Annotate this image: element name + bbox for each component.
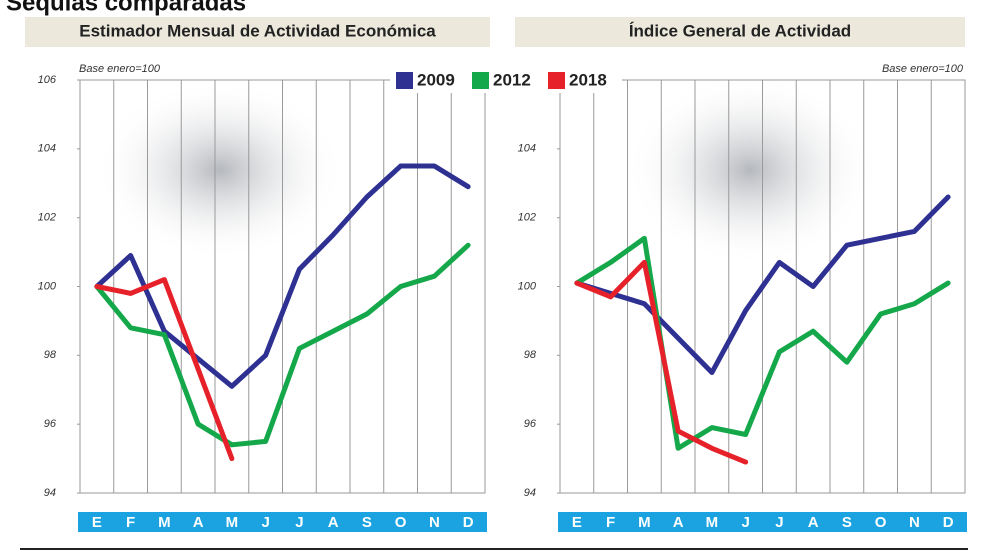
series-line — [94, 163, 471, 389]
x-tick-label: A — [808, 514, 819, 531]
series-line — [574, 194, 951, 376]
series-line — [94, 242, 471, 448]
series-line — [574, 259, 749, 465]
x-tick-label: J — [741, 514, 749, 531]
legend-swatch — [472, 72, 489, 89]
header-bar — [25, 17, 490, 47]
x-tick-label: N — [909, 514, 920, 531]
x-tick-label: N — [429, 514, 440, 531]
x-tick-label: J — [775, 514, 783, 531]
charts: Estimador Mensual de Actividad Económica… — [25, 17, 967, 532]
x-tick-label: O — [875, 514, 887, 531]
x-tick-label: J — [295, 514, 303, 531]
photo — [95, 80, 345, 260]
x-tick-label: A — [673, 514, 684, 531]
series-line — [574, 235, 951, 451]
y-tick-label: 94 — [44, 487, 56, 499]
y-tick-label: 100 — [518, 280, 537, 292]
legend: 2009 2012 2018 — [390, 67, 622, 93]
x-tick-label: M — [226, 514, 239, 531]
x-tick-label: M — [158, 514, 171, 531]
x-tick-label: S — [842, 514, 852, 531]
page-title: Sequías comparadas — [6, 0, 246, 16]
x-tick-label: M — [706, 514, 719, 531]
legend-box — [390, 67, 622, 93]
x-tick-label: D — [943, 514, 954, 531]
x-tick-label: O — [395, 514, 407, 531]
month-bar — [78, 512, 487, 532]
x-tick-label: F — [126, 514, 135, 531]
legend-label: 2018 — [569, 70, 607, 89]
x-tick-label: A — [193, 514, 204, 531]
y-tick-label: 98 — [44, 349, 57, 361]
y-tick-label: 102 — [518, 212, 536, 224]
chart-subtitle: Base enero=100 — [79, 63, 161, 75]
x-tick-label: J — [261, 514, 269, 531]
legend-label: 2009 — [417, 70, 455, 89]
legend-label: 2012 — [493, 70, 531, 89]
legend-swatch — [548, 72, 565, 89]
chart: Estimador Mensual de Actividad Económica… — [25, 17, 490, 532]
y-tick-label: 106 — [38, 74, 57, 86]
y-tick-label: 98 — [524, 349, 537, 361]
legend-swatch — [396, 72, 413, 89]
x-tick-label: E — [92, 514, 102, 531]
y-tick-label: 102 — [38, 212, 56, 224]
y-tick-label: 104 — [38, 143, 56, 155]
y-tick-label: 96 — [44, 418, 57, 430]
x-tick-label: M — [638, 514, 651, 531]
x-tick-label: A — [328, 514, 339, 531]
x-tick-label: F — [606, 514, 615, 531]
y-tick-label: 96 — [524, 418, 537, 430]
series-line — [94, 277, 235, 462]
chart-title: Índice General de Actividad — [629, 21, 851, 40]
x-tick-label: E — [572, 514, 582, 531]
y-tick-label: 104 — [518, 143, 536, 155]
chart-title: Estimador Mensual de Actividad Económica — [79, 21, 436, 40]
x-tick-label: S — [362, 514, 372, 531]
chart: Índice General de Actividad Base enero=10… — [515, 17, 967, 532]
x-tick-label: D — [463, 514, 474, 531]
y-tick-label: 100 — [38, 280, 57, 292]
chart-subtitle: Base enero=100 — [882, 63, 964, 75]
month-bar — [558, 512, 967, 532]
header-bar — [515, 17, 965, 47]
y-tick-label: 94 — [524, 487, 536, 499]
photo — [625, 75, 875, 265]
